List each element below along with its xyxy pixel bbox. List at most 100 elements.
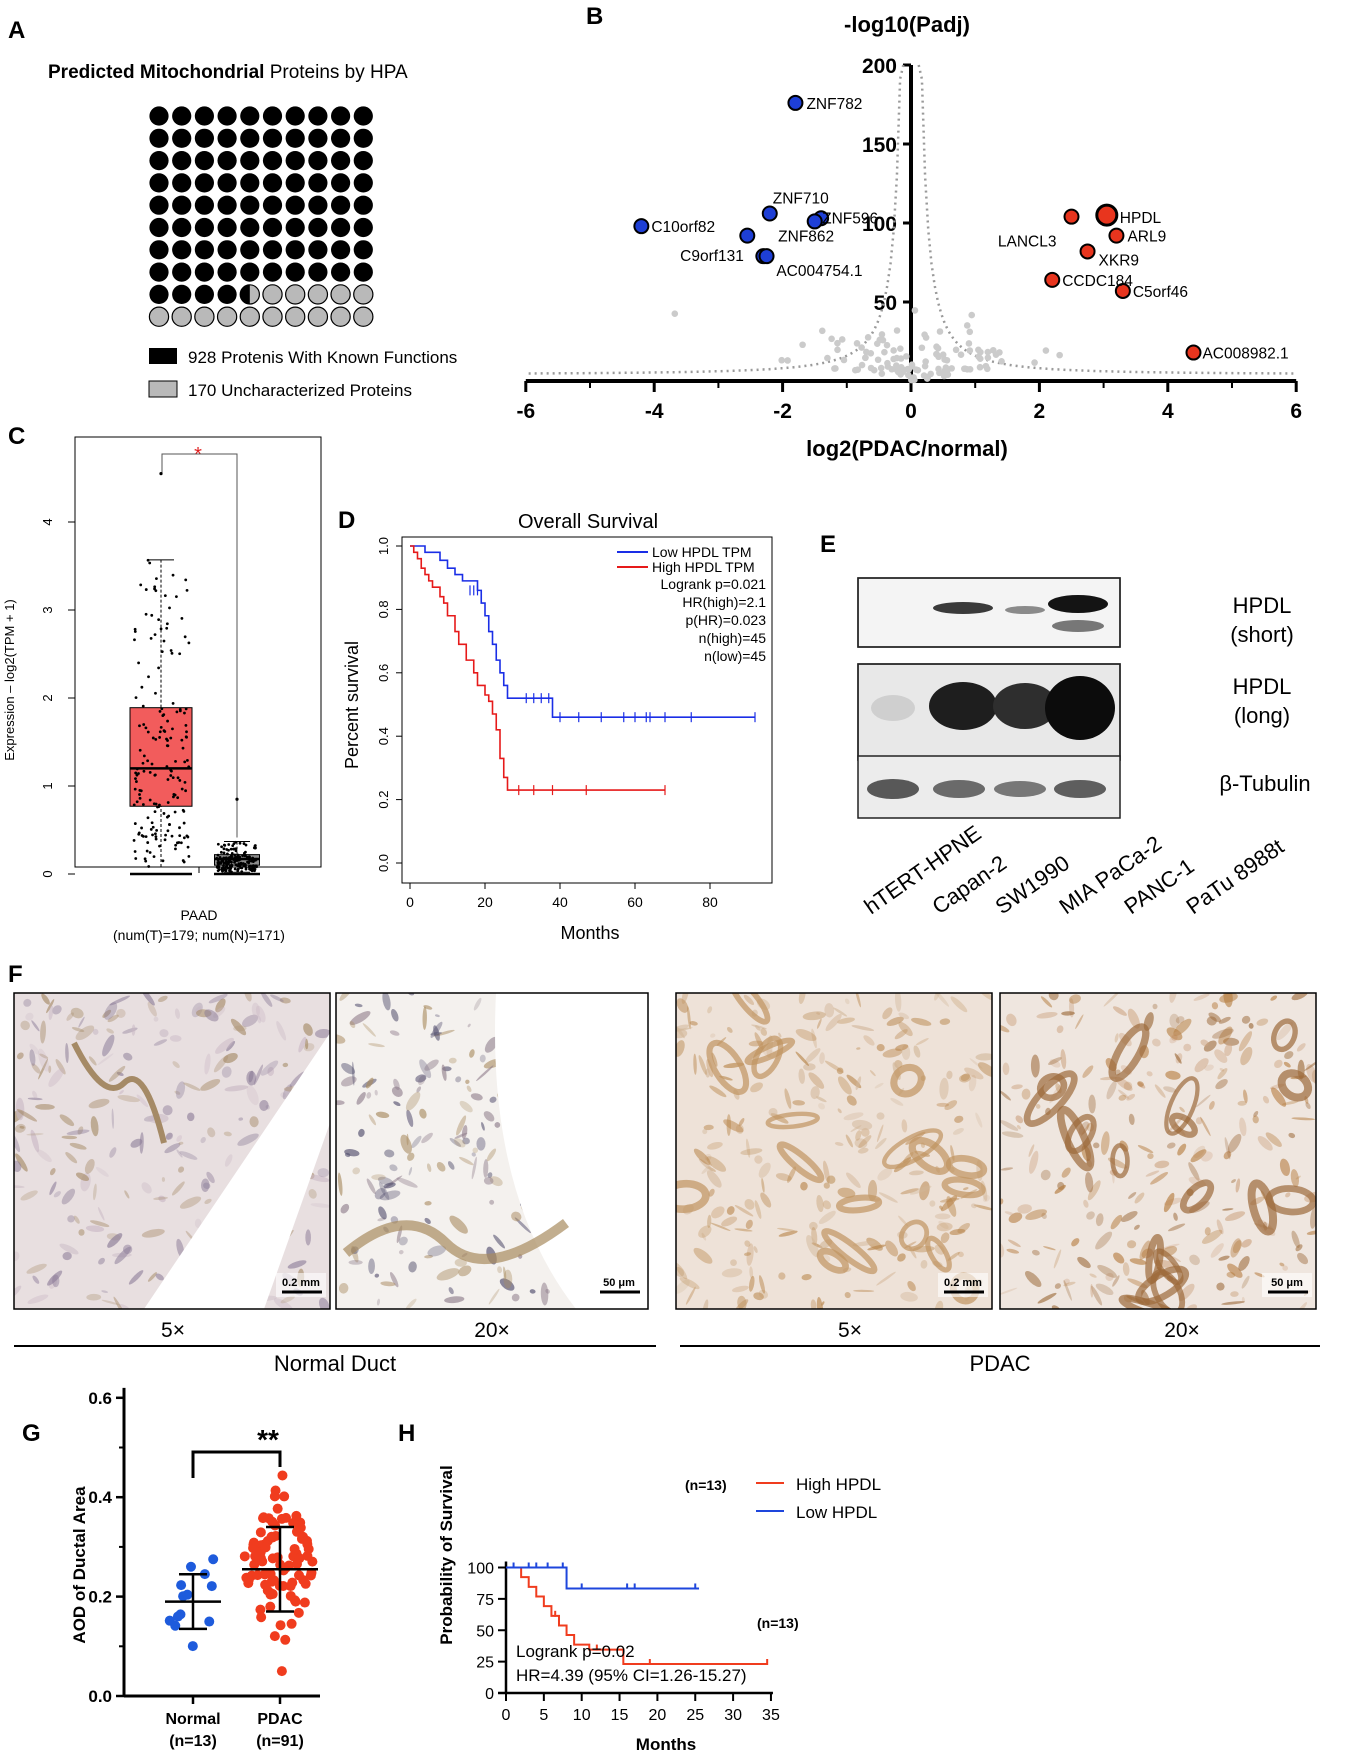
tissue-fiber — [90, 1116, 99, 1137]
tissue-fiber — [444, 1296, 465, 1304]
tissue-fiber — [14, 1131, 21, 1153]
tissue-fiber — [223, 1131, 232, 1137]
tissue-fiber — [1195, 1117, 1203, 1125]
tissue-fiber — [1063, 1279, 1072, 1301]
tissue-fiber — [1218, 1255, 1230, 1261]
tissue-fiber — [1169, 1013, 1180, 1029]
tissue-fiber — [804, 1048, 821, 1064]
tissue-fiber — [858, 1135, 872, 1148]
tissue-fiber — [732, 1285, 749, 1293]
normal-point — [254, 858, 257, 862]
waffle-dot-known — [353, 195, 373, 215]
tumor-point — [158, 709, 162, 713]
tissue-fiber — [1296, 1043, 1306, 1052]
tissue-fiber — [818, 1210, 836, 1224]
normal-point — [240, 870, 244, 874]
tumor-point — [166, 778, 170, 781]
tissue-fiber — [400, 1134, 412, 1154]
tissue-fiber — [1241, 1015, 1251, 1024]
waffle-dot-known — [149, 128, 169, 148]
tumor-point — [169, 774, 173, 777]
tissue-fiber — [1230, 1291, 1239, 1297]
waffle-dot-known — [240, 128, 260, 148]
tissue-fiber — [798, 1068, 805, 1084]
dot-point — [185, 1561, 196, 1572]
tissue-fiber — [1021, 1088, 1031, 1100]
normal-point — [234, 863, 238, 867]
tissue-fiber — [1085, 1172, 1094, 1193]
tumor-point — [137, 661, 140, 665]
normal-point — [224, 862, 228, 865]
dot-point — [170, 1620, 181, 1631]
tissue-fiber — [169, 1035, 182, 1042]
tissue-fiber — [1035, 1104, 1041, 1109]
tissue-fiber — [882, 1007, 893, 1020]
dot-point — [301, 1535, 312, 1546]
waffle-dot-known — [308, 128, 328, 148]
tissue-fiber — [378, 1206, 387, 1220]
volcano-point-ns — [831, 365, 838, 372]
band-miapaca-long — [1045, 676, 1115, 740]
tissue-fiber — [1211, 1002, 1219, 1010]
tissue-fiber — [1204, 1227, 1211, 1236]
tissue-fiber — [726, 1026, 733, 1033]
waffle-dot-known — [285, 128, 305, 148]
tissue-fiber — [938, 1220, 949, 1230]
volcano-point-ns — [878, 331, 886, 338]
dot-significance: ** — [257, 1424, 279, 1455]
tissue-fiber — [26, 1133, 44, 1136]
tissue-fiber — [488, 1288, 500, 1305]
tissue-fiber — [676, 1262, 688, 1280]
tissue-fiber — [962, 1187, 969, 1191]
waffle-dot-known — [353, 151, 373, 171]
tissue-fiber — [885, 1240, 899, 1257]
tissue-fiber — [374, 1089, 378, 1096]
tissue-fiber — [1129, 1258, 1147, 1265]
tumor-point — [154, 691, 157, 695]
tumor-point — [181, 746, 185, 750]
tissue-fiber — [380, 1281, 396, 1287]
tumor-point — [172, 795, 175, 799]
waffle-dot-known — [172, 240, 192, 260]
waffle-dot-unchar — [262, 306, 283, 327]
tissue-fiber — [104, 1002, 118, 1020]
tissue-fiber — [709, 1085, 727, 1098]
tissue-fiber — [740, 1148, 763, 1155]
tissue-fiber — [706, 1170, 722, 1188]
volcano-point-ns — [893, 354, 901, 362]
volcano-point-ns — [935, 365, 942, 373]
tumor-point — [138, 796, 142, 800]
tissue-fiber — [706, 1156, 727, 1172]
tissue-fiber — [1150, 1172, 1169, 1185]
tissue-fiber — [1305, 1102, 1311, 1110]
normal-point — [222, 861, 226, 865]
tissue-fiber — [389, 1272, 399, 1288]
tissue-fiber — [1154, 1160, 1170, 1169]
tissue-fiber — [73, 1215, 80, 1224]
tissue-fiber — [48, 1005, 54, 1021]
tumor-point — [148, 851, 152, 854]
blot-label-hpdl-short: HPDL — [1233, 593, 1292, 618]
normal-point — [241, 854, 245, 858]
tissue-fiber — [1004, 1211, 1015, 1216]
boxplot-significance: * — [194, 444, 202, 466]
tissue-fiber — [389, 1164, 398, 1172]
lane-label: hTERT-HPNE — [860, 820, 986, 919]
waffle-dot-unchar — [285, 284, 306, 305]
tissue-fiber — [1000, 1090, 1011, 1101]
tissue-fiber — [371, 1174, 386, 1181]
tissue-fiber — [816, 1018, 822, 1029]
tissue-fiber — [97, 1207, 105, 1221]
tissue-fiber — [898, 1021, 913, 1037]
tissue-fiber — [458, 1265, 472, 1277]
normal-point — [253, 846, 257, 850]
tissue-fiber — [1216, 1282, 1225, 1291]
tumor-point — [151, 736, 155, 740]
tissue-fiber — [141, 1228, 165, 1238]
tissue-fiber — [230, 1018, 247, 1036]
tumor-point — [161, 714, 165, 717]
tissue-fiber — [55, 1059, 66, 1075]
tissue-fiber — [1252, 1115, 1259, 1124]
tissue-fiber — [826, 1175, 836, 1184]
tissue-fiber — [702, 1128, 708, 1135]
